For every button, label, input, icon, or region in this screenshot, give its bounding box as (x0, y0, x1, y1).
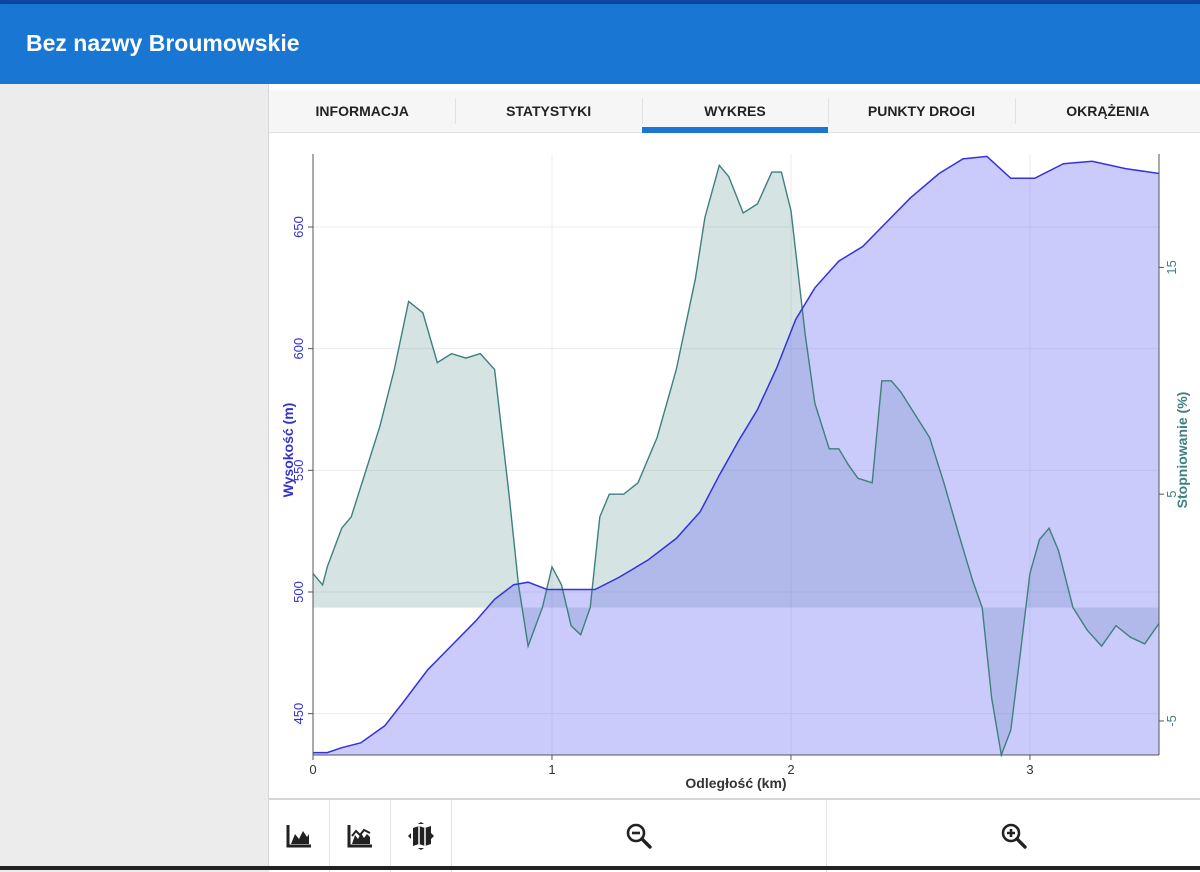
y-right-tick-label-1: 5 (1164, 491, 1179, 498)
y-axis-right-label: Stopniowanie (%) (1174, 392, 1190, 509)
zoom-out-button[interactable] (452, 800, 827, 872)
elevation-chart-button[interactable] (269, 800, 330, 872)
elevation-speed-chart-icon (347, 825, 372, 848)
x-tick-label-2: 2 (787, 762, 794, 777)
grade-line (312, 163, 1160, 758)
y-right-tick-label-0: -5 (1164, 715, 1179, 727)
zoom-in-button[interactable] (827, 800, 1200, 872)
elevation-area (313, 156, 1159, 755)
tab-wykres[interactable]: WYKRES (641, 90, 829, 133)
map-toggle-button[interactable] (391, 800, 452, 872)
y-axis-left-label: Wysokość (m) (280, 403, 296, 498)
x-tick-label-0: 0 (309, 762, 316, 777)
zoom-in-icon (1001, 823, 1027, 849)
chart-axes: 0 1 2 3 450 500 550 600 650 -5 5 15 (291, 154, 1179, 777)
x-tick-label-3: 3 (1026, 762, 1033, 777)
map-toggle-icon (408, 822, 434, 850)
zoom-out-icon (626, 823, 652, 849)
detail-panel: INFORMACJA STATYSTYKI WYKRES PUNKTY DROG… (268, 84, 1200, 872)
elevation-chart-icon (286, 825, 311, 848)
y-left-tick-label-4: 650 (291, 216, 306, 238)
status-strip (0, 0, 1200, 4)
y-left-tick-label-3: 600 (291, 338, 306, 360)
y-left-tick-label-0: 450 (291, 703, 306, 725)
tab-statystyki[interactable]: STATYSTYKI (455, 90, 641, 132)
chart-toolbar (269, 798, 1200, 872)
app-title: Bez nazwy Broumowskie (26, 30, 300, 56)
elevation-line (313, 155, 1160, 754)
tab-informacja[interactable]: INFORMACJA (315, 103, 409, 119)
x-axis-label: Odległość (km) (685, 775, 786, 791)
tab-okrazenia[interactable]: OKRĄŻENIA (1014, 90, 1200, 132)
y-left-tick-label-2: 550 (291, 459, 306, 481)
left-pane (0, 84, 268, 870)
app-bar: Bez nazwy Broumowskie (0, 4, 1200, 84)
tab-bar: INFORMACJA STATYSTYKI WYKRES PUNKTY DROG… (269, 90, 1200, 133)
grade-area (313, 165, 1159, 756)
tab-punkty-drogi[interactable]: PUNKTY DROGI (828, 90, 1014, 132)
x-tick-label-1: 1 (548, 762, 555, 777)
y-right-tick-label-2: 15 (1164, 260, 1179, 274)
y-left-tick-label-1: 500 (291, 581, 306, 603)
elevation-speed-chart-button[interactable] (330, 800, 391, 872)
screen-bottom-edge (0, 866, 1200, 870)
